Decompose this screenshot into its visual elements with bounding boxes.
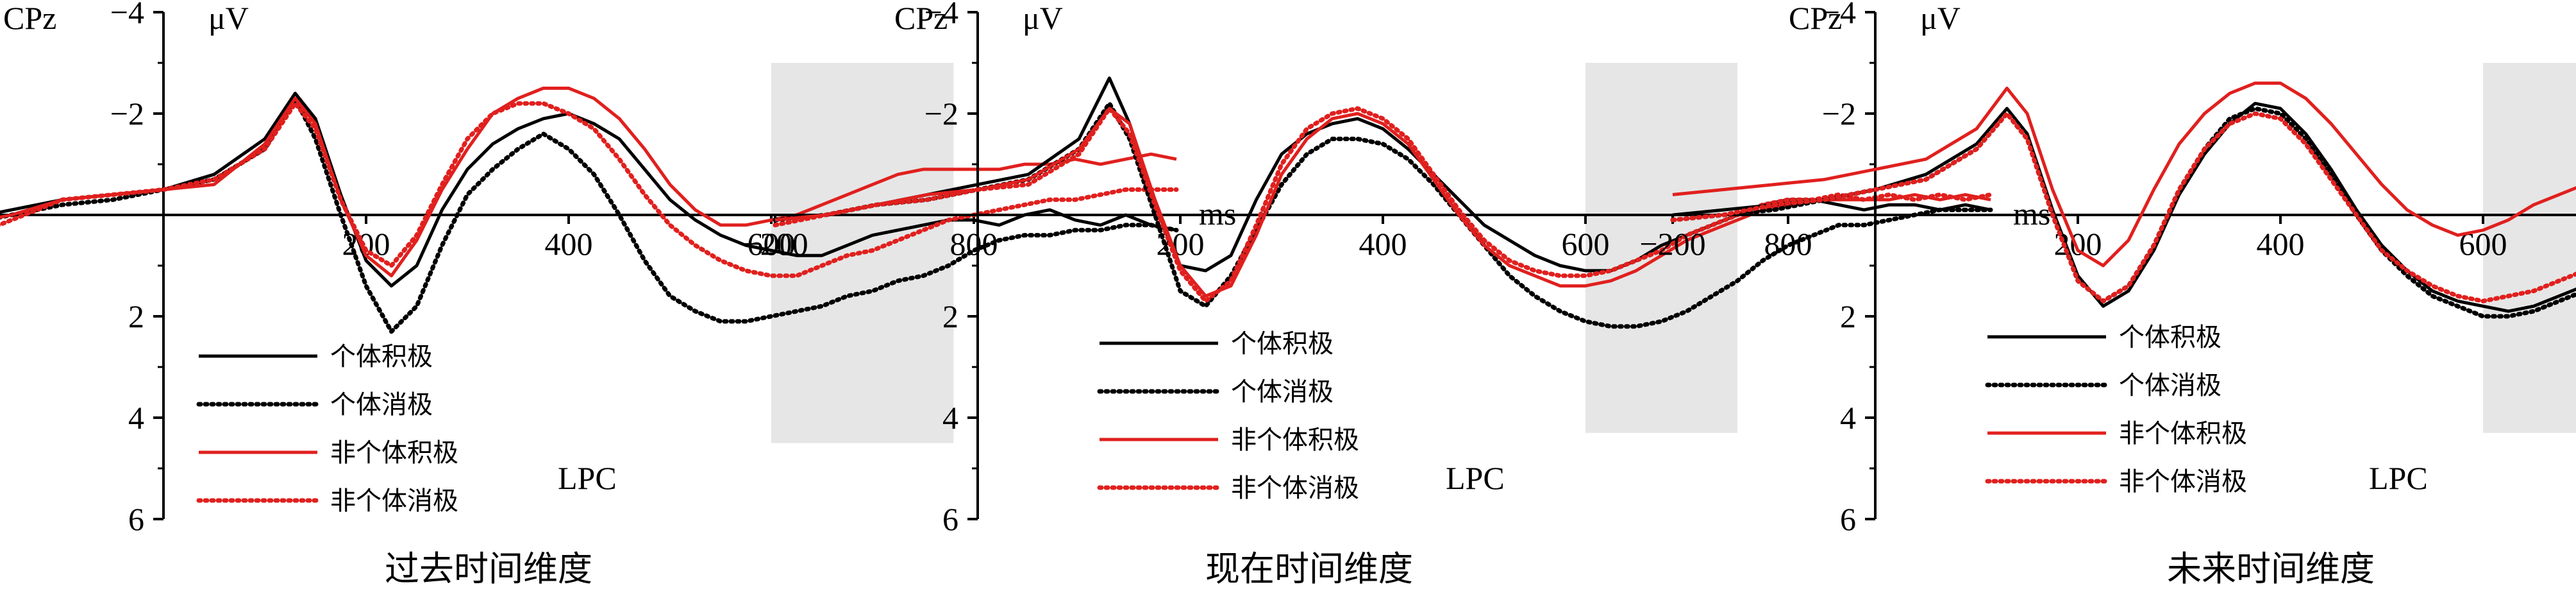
legend-label: 个体积极 (2119, 323, 2221, 352)
channel-label: CPz (3, 0, 56, 36)
y-tick-label: 2 (128, 298, 144, 334)
y-tick-label: 6 (128, 501, 144, 537)
y-tick-label: 6 (942, 501, 958, 537)
y-tick-label: −2 (110, 96, 144, 132)
y-tick-label: 2 (942, 298, 958, 334)
legend-label: 个体积极 (1231, 329, 1334, 358)
panel-caption: 未来时间维度 (2167, 550, 2375, 588)
y-tick-label: 2 (1840, 298, 1856, 334)
chart-panel-3: LPC−4−2246−200200400600800CPzμV个体积极个体消极非… (1639, 0, 2576, 588)
legend-label: 非个体消极 (1231, 474, 1359, 502)
y-tick-label: 4 (1840, 400, 1856, 436)
legend-label: 非个体积极 (1231, 425, 1359, 454)
legend-label: 非个体积极 (330, 438, 458, 467)
legend-label: 个体消极 (330, 390, 433, 419)
y-tick-label: 6 (1840, 501, 1856, 537)
y-unit-label: μV (1023, 0, 1063, 36)
legend-label: 个体消极 (1231, 377, 1334, 406)
lpc-label: LPC (558, 460, 617, 496)
y-tick-label: −4 (1822, 0, 1856, 30)
y-unit-label: μV (1920, 0, 1961, 36)
legend-label: 个体积极 (330, 342, 433, 371)
legend-label: 非个体消极 (2119, 467, 2247, 496)
panel-caption: 现在时间维度 (1205, 550, 1413, 588)
lpc-window (2483, 63, 2576, 433)
y-tick-label: −2 (1822, 96, 1856, 132)
legend-label: 非个体积极 (2119, 419, 2247, 448)
lpc-label: LPC (1446, 460, 1505, 496)
series-line-2 (1670, 106, 2576, 319)
x-tick-label: 400 (1359, 226, 1407, 262)
y-tick-label: −4 (924, 0, 958, 30)
panel-caption: 过去时间维度 (385, 550, 592, 588)
lpc-label: LPC (2369, 460, 2428, 496)
y-tick-label: −2 (924, 96, 958, 132)
x-tick-label: −200 (742, 226, 808, 262)
chart-panel-1: LPC−4−2246−200200400600800CPzμVms个体积极个体消… (0, 0, 1236, 588)
series-line-1 (1672, 101, 2576, 313)
legend-label: 非个体消极 (330, 486, 458, 515)
series-line-4 (1670, 111, 2576, 303)
y-tick-label: 4 (942, 400, 958, 436)
y-tick-label: 4 (128, 400, 144, 436)
legend-label: 个体消极 (2119, 371, 2221, 400)
series-line-3 (1672, 81, 2576, 268)
x-tick-label: 600 (748, 226, 796, 262)
y-unit-label: μV (208, 0, 249, 36)
channel-label: CPz (894, 0, 948, 36)
series-line-4 (0, 101, 1179, 278)
x-tick-label: 400 (545, 226, 593, 262)
y-tick-label: −4 (110, 0, 144, 30)
x-tick-label: 600 (1562, 226, 1610, 262)
series-line-1 (0, 91, 1177, 288)
x-tick-label: −200 (1639, 226, 1705, 262)
series-line-3 (0, 87, 1177, 278)
x-tick-label: 400 (2257, 226, 2305, 262)
channel-label: CPz (1789, 0, 1842, 36)
